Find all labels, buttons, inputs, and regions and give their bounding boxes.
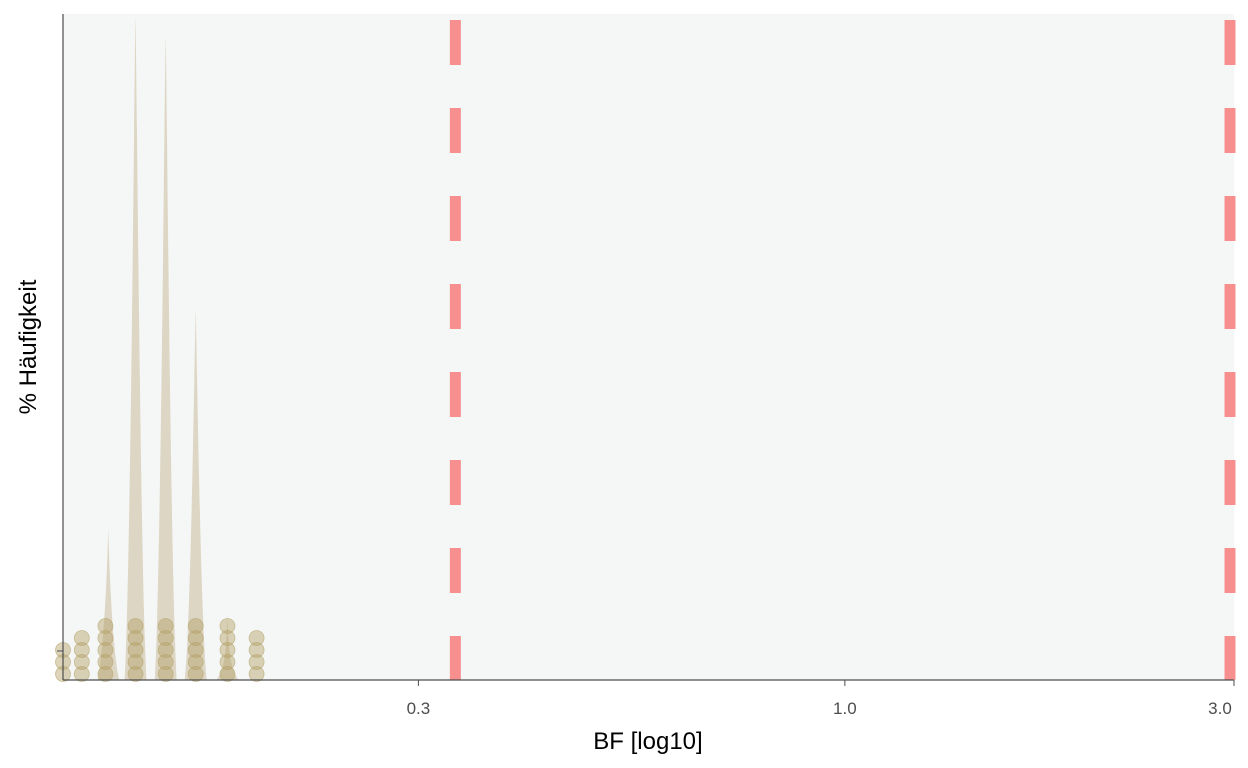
data-point [127,618,144,634]
data-point [219,654,236,670]
x-axis-title: BF [log10] [593,728,702,755]
data-point [157,618,174,634]
data-point [219,630,236,646]
data-point [187,642,204,658]
data-point [127,666,144,682]
data-point [219,666,236,682]
reference-lines [449,20,1236,680]
distribution-peak-0 [97,527,120,680]
data-point [187,666,204,682]
distribution-layer [97,16,239,681]
data-point [248,630,265,646]
data-point [219,642,236,658]
x-tick-label-2: 3.0 [1208,699,1232,718]
distribution-peak-4 [216,613,239,680]
data-point [248,654,265,670]
data-point [127,642,144,658]
data-point [73,630,90,646]
y-axis-title: % Häufigkeit [15,279,42,414]
data-point [187,654,204,670]
data-point [97,630,114,646]
data-point [157,630,174,646]
distribution-peak-3 [184,308,207,680]
x-tick-label-1: 1.0 [833,699,857,718]
x-tick-label-0: 0.3 [407,699,431,718]
data-point [127,630,144,646]
data-point [73,642,90,658]
data-point [73,654,90,670]
data-point [248,666,265,682]
x-axis-ticks: 0.3 1.0 3.0 [407,680,1235,718]
data-point [157,654,174,670]
data-point [157,666,174,682]
data-point [219,618,236,634]
distribution-peak-2 [154,35,177,681]
data-point [127,654,144,670]
data-point [187,630,204,646]
data-point [97,618,114,634]
data-point [97,666,114,682]
points-layer [55,618,265,682]
data-point [73,666,90,682]
data-point [187,618,204,634]
data-point [97,642,114,658]
plot-panel [63,14,1234,680]
data-point [97,654,114,670]
distribution-peak-1 [124,16,147,680]
data-point [248,642,265,658]
data-point [157,642,174,658]
